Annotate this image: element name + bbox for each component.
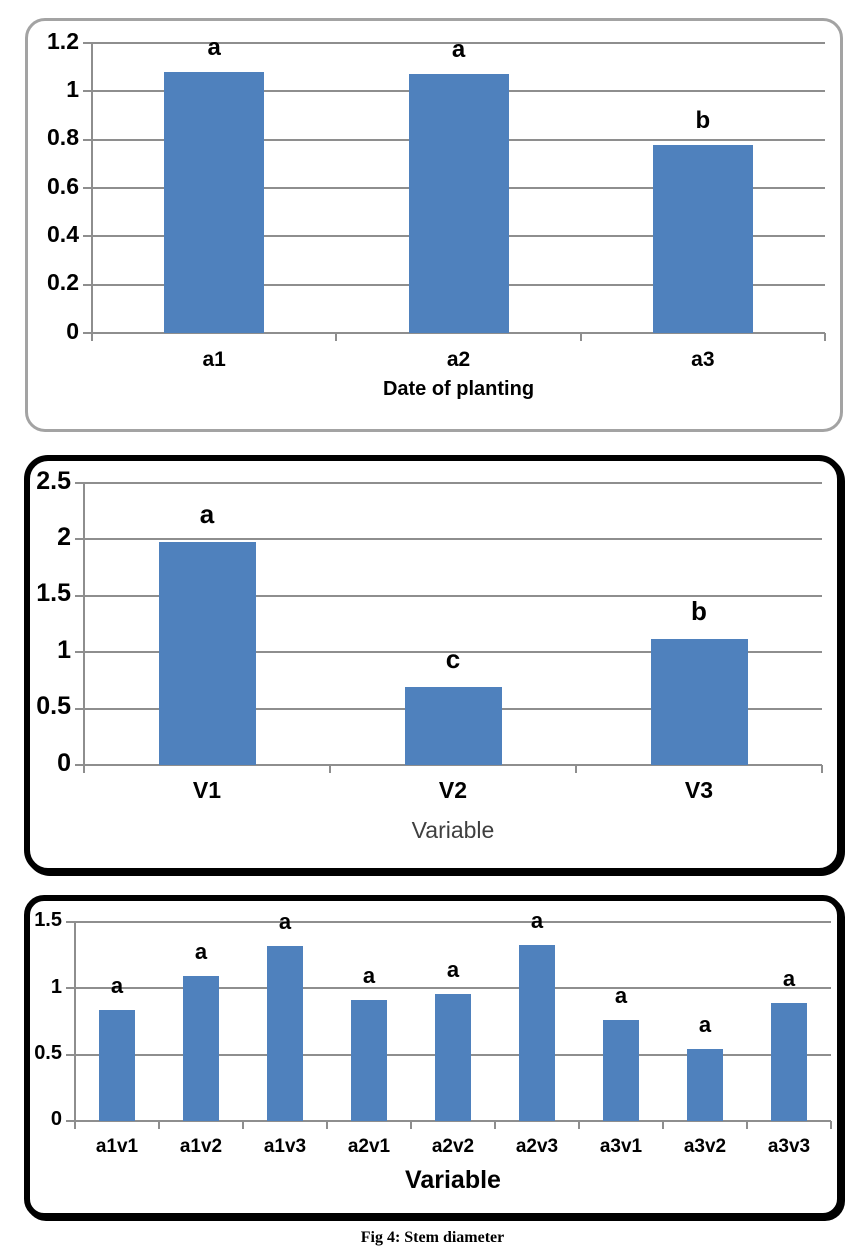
sig-letter-a2v3: a bbox=[530, 907, 544, 933]
x-tick-label-a2v3: a2v3 bbox=[515, 1136, 559, 1157]
gridline bbox=[75, 482, 822, 484]
x-tick-label-V3: V3 bbox=[684, 777, 714, 803]
y-tick-label: 2 bbox=[57, 522, 71, 551]
y-axis-line bbox=[91, 43, 93, 341]
x-tick-label-a3v2: a3v2 bbox=[683, 1136, 727, 1157]
x-axis-tick bbox=[74, 1121, 76, 1129]
sig-letter-V2: c bbox=[445, 644, 461, 675]
x-tick-label-a2: a2 bbox=[446, 348, 471, 371]
bar-V1 bbox=[158, 541, 256, 765]
sig-letter-a3v2: a bbox=[698, 1012, 712, 1038]
x-tick-label-a1v2: a1v2 bbox=[179, 1136, 223, 1157]
sig-letter-a2v2: a bbox=[446, 956, 460, 982]
bar-a2v2 bbox=[435, 993, 471, 1121]
bar-chart-date-of-planting: 0 0.2 0.4 0.6 0.8 1 1.2 a a1 a a2 b a3 Date of planti… bbox=[28, 21, 840, 429]
gridline bbox=[66, 987, 831, 990]
x-axis-tick bbox=[91, 333, 93, 341]
x-axis-tick bbox=[575, 765, 577, 773]
x-tick-label-a3v1: a3v1 bbox=[599, 1136, 643, 1157]
sig-letter-V1: a bbox=[199, 498, 215, 529]
bar-a2 bbox=[408, 74, 509, 333]
x-axis-title: Variable bbox=[411, 817, 495, 843]
y-tick-label: 0.8 bbox=[47, 124, 79, 151]
y-tick-label: 1.5 bbox=[34, 909, 62, 932]
y-tick-label: 0.6 bbox=[47, 172, 79, 199]
y-tick-label: 1 bbox=[66, 75, 79, 102]
y-tick-label: 0 bbox=[57, 748, 71, 777]
y-tick-label: 1 bbox=[50, 975, 62, 998]
bar-a3v3 bbox=[771, 1002, 807, 1121]
x-axis-tick bbox=[830, 1121, 832, 1129]
bar-chart-variable: 0 0.5 1 1.5 2 2.5 a V1 c V2 b V3 Variable bbox=[30, 461, 837, 868]
sig-letter-V3: b bbox=[691, 595, 707, 626]
sig-letter-a2v1: a bbox=[362, 963, 376, 989]
bar-a3v2 bbox=[687, 1049, 723, 1121]
y-tick-label: 0.4 bbox=[47, 220, 79, 247]
chart-panel-date-of-planting: 0 0.2 0.4 0.6 0.8 1 1.2 a a1 a a2 b a3 Date of planti… bbox=[25, 18, 843, 432]
x-axis-tick bbox=[494, 1121, 496, 1129]
y-tick-label: 0.5 bbox=[36, 692, 71, 721]
sig-letter-a3v3: a bbox=[782, 965, 796, 991]
x-axis-tick bbox=[578, 1121, 580, 1129]
x-axis-tick bbox=[746, 1121, 748, 1129]
x-tick-label-a2v1: a2v1 bbox=[347, 1136, 391, 1157]
x-tick-label-a3v3: a3v3 bbox=[767, 1136, 811, 1157]
x-axis-tick bbox=[83, 765, 85, 773]
x-axis-tick bbox=[158, 1121, 160, 1129]
sig-letter-a1: a bbox=[207, 34, 221, 61]
bar-a2v3 bbox=[519, 944, 555, 1121]
gridline bbox=[75, 538, 822, 541]
x-axis-tick bbox=[242, 1121, 244, 1129]
y-tick-label: 0 bbox=[66, 317, 79, 344]
x-tick-label-a1v1: a1v1 bbox=[95, 1136, 139, 1157]
bar-V2 bbox=[404, 687, 502, 765]
y-tick-label: 0.2 bbox=[47, 269, 79, 296]
x-axis-tick bbox=[662, 1121, 664, 1129]
bar-a1v1 bbox=[99, 1009, 135, 1121]
x-tick-label-V1: V1 bbox=[192, 777, 222, 803]
x-axis-tick bbox=[335, 333, 338, 341]
x-axis-tick bbox=[329, 765, 331, 773]
chart-panel-variable: 0 0.5 1 1.5 2 2.5 a V1 c V2 b V3 Variable bbox=[24, 455, 843, 874]
bar-a3 bbox=[652, 144, 753, 333]
bar-a3v1 bbox=[603, 1020, 639, 1121]
sig-letter-a2: a bbox=[451, 36, 466, 64]
y-tick-label: 0 bbox=[50, 1108, 62, 1131]
chart-panel-interaction: 0 0.5 1 1.5 a a1v1 a a1v2 a a1v3 a a2v1 a a2v2 a a2v3 a a… bbox=[24, 895, 843, 1219]
bar-a1 bbox=[164, 72, 265, 333]
x-axis-title: Date of planting bbox=[382, 378, 535, 400]
y-tick-label: 1.5 bbox=[36, 579, 71, 608]
y-tick-label: 2.5 bbox=[36, 466, 71, 495]
x-axis-tick bbox=[326, 1121, 328, 1129]
bar-chart-interaction: 0 0.5 1 1.5 a a1v1 a a1v2 a a1v3 a a2v1 a a2v2 a a2v3 a a… bbox=[30, 901, 837, 1213]
sig-letter-a3: b bbox=[695, 106, 711, 134]
y-axis-line bbox=[83, 483, 85, 773]
y-tick-label: 0.5 bbox=[34, 1042, 62, 1065]
sig-letter-a1v3: a bbox=[278, 908, 292, 934]
bar-a1v3 bbox=[267, 945, 303, 1121]
bar-V3 bbox=[650, 638, 748, 765]
sig-letter-a1v2: a bbox=[194, 939, 208, 965]
x-tick-label-a2v2: a2v2 bbox=[431, 1136, 475, 1157]
bar-a1v2 bbox=[183, 976, 219, 1121]
x-axis-tick bbox=[821, 765, 823, 773]
x-tick-label-a1: a1 bbox=[202, 348, 226, 371]
x-axis-tick bbox=[410, 1121, 412, 1129]
bar-a2v1 bbox=[351, 1000, 387, 1121]
y-tick-label: 1 bbox=[57, 635, 71, 664]
gridline bbox=[66, 921, 831, 923]
sig-letter-a1v1: a bbox=[110, 972, 124, 998]
x-axis-tick bbox=[824, 333, 826, 341]
y-axis-line bbox=[74, 922, 76, 1129]
sig-letter-a3v1: a bbox=[614, 983, 628, 1009]
x-tick-label-V2: V2 bbox=[438, 777, 468, 803]
x-tick-label-a1v3: a1v3 bbox=[263, 1136, 307, 1157]
x-axis-tick bbox=[579, 333, 582, 341]
y-tick-label: 1.2 bbox=[47, 27, 79, 54]
figure-caption: Fig 4: Stem diameter bbox=[360, 1229, 505, 1246]
x-axis-title: Variable bbox=[405, 1166, 501, 1194]
x-tick-label-a3: a3 bbox=[691, 348, 715, 371]
